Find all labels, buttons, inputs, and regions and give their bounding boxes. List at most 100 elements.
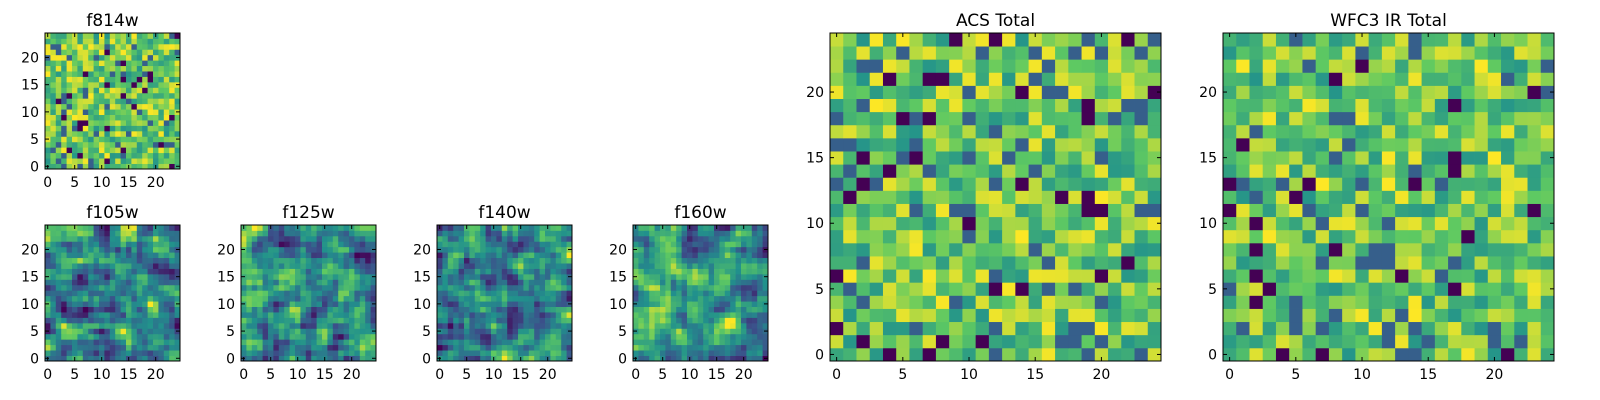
heatmap-cell	[169, 103, 175, 110]
heatmap-cell	[158, 317, 165, 324]
heatmap-cell	[349, 246, 355, 253]
heatmap-cell	[453, 350, 459, 356]
heatmap-cell	[1081, 190, 1096, 204]
heatmap-cell	[649, 350, 655, 356]
heatmap-cell	[909, 137, 924, 152]
heatmap-cell	[856, 124, 871, 139]
heatmap-cell	[316, 225, 323, 231]
heatmap-cell	[82, 225, 89, 231]
heatmap-cell	[72, 344, 78, 351]
heatmap-cell	[1134, 269, 1149, 283]
heatmap-cell	[1108, 137, 1122, 152]
heatmap-cell	[649, 333, 655, 340]
heatmap-cell	[295, 339, 301, 346]
heatmap-cell	[922, 151, 937, 165]
heatmap-cell	[289, 273, 296, 280]
heatmap-cell	[633, 230, 639, 237]
heatmap-cell	[633, 295, 639, 302]
heatmap-cell	[935, 59, 950, 73]
heatmap-cell	[136, 130, 143, 137]
heatmap-cell	[1015, 72, 1029, 86]
heatmap-cell	[757, 328, 763, 335]
heatmap-cell	[115, 355, 121, 362]
heatmap-cell	[82, 130, 89, 137]
heatmap-cell	[142, 230, 148, 237]
heatmap-cell	[295, 235, 301, 242]
heatmap-cell	[1368, 282, 1383, 296]
heatmap-cell	[349, 273, 355, 280]
heatmap-cell	[1121, 229, 1135, 244]
x-tick-label: 15	[708, 367, 726, 383]
heatmap-cell	[1275, 203, 1290, 218]
heatmap-cell	[643, 333, 650, 340]
heatmap-cell	[1448, 59, 1462, 73]
heatmap-cell	[1236, 98, 1250, 113]
heatmap-cell	[61, 43, 67, 50]
heatmap-cell	[724, 295, 731, 302]
heatmap-cell	[93, 333, 100, 340]
heatmap-cell	[72, 246, 78, 253]
heatmap-cell	[1028, 216, 1043, 231]
heatmap-cell	[896, 33, 910, 47]
heatmap-cell	[442, 301, 449, 307]
heatmap-cell	[1355, 177, 1370, 191]
heatmap-cell	[1434, 124, 1449, 139]
heatmap-cell	[507, 306, 513, 313]
heatmap-cell	[555, 279, 562, 286]
heatmap-cell	[158, 290, 165, 297]
heatmap-cell	[649, 301, 655, 307]
heatmap-cell	[99, 317, 105, 324]
heatmap-cell	[153, 65, 159, 72]
heatmap-cell	[909, 229, 924, 244]
heatmap-cell	[104, 152, 111, 159]
heatmap-cell	[163, 136, 170, 143]
heatmap-cell	[676, 246, 682, 253]
heatmap-cell	[512, 252, 519, 259]
heatmap-cell	[464, 257, 470, 264]
heatmap-cell	[77, 257, 84, 264]
heatmap-cell	[447, 268, 454, 275]
heatmap-cell	[50, 76, 57, 83]
heatmap-cell	[949, 59, 963, 73]
heatmap-cell	[1068, 59, 1082, 73]
heatmap-cell	[708, 350, 715, 356]
heatmap-cell	[453, 322, 459, 329]
heatmap-cell	[66, 114, 73, 121]
heatmap-cell	[322, 328, 328, 335]
heatmap-cell	[1108, 229, 1122, 244]
heatmap-cell	[697, 344, 704, 351]
heatmap-cell	[284, 273, 290, 280]
heatmap-cell	[437, 235, 443, 242]
heatmap-cell	[496, 295, 503, 302]
heatmap-cell	[120, 125, 127, 132]
heatmap-cell	[1289, 124, 1303, 139]
heatmap-cell	[295, 279, 301, 286]
heatmap-cell	[741, 312, 747, 318]
panel-title: f105w	[86, 203, 138, 223]
heatmap-cell	[1289, 111, 1303, 126]
heatmap-cell	[82, 284, 89, 291]
heatmap-cell	[638, 328, 645, 335]
heatmap-cell	[453, 312, 459, 318]
heatmap-cell	[142, 339, 148, 346]
heatmap-cell	[453, 257, 459, 264]
heatmap-cell	[762, 268, 769, 275]
heatmap-cell	[1315, 33, 1330, 47]
heatmap-cell	[1408, 334, 1422, 349]
y-tick-label: 10	[413, 297, 431, 313]
heatmap-cell	[676, 290, 682, 297]
heatmap-cell	[692, 350, 699, 356]
heatmap-cell	[1223, 308, 1237, 323]
heatmap-cell	[539, 344, 546, 351]
heatmap-cell	[104, 290, 111, 297]
heatmap-cell	[246, 225, 253, 231]
heatmap-cell	[55, 246, 62, 253]
heatmap-cell	[975, 256, 990, 270]
heatmap-cell	[1434, 256, 1449, 270]
heatmap-cell	[1434, 203, 1449, 218]
heatmap-cell	[370, 322, 377, 329]
heatmap-cell	[447, 339, 454, 346]
heatmap-cell	[61, 322, 67, 329]
heatmap-cell	[464, 241, 470, 248]
heatmap-cell	[523, 257, 530, 264]
